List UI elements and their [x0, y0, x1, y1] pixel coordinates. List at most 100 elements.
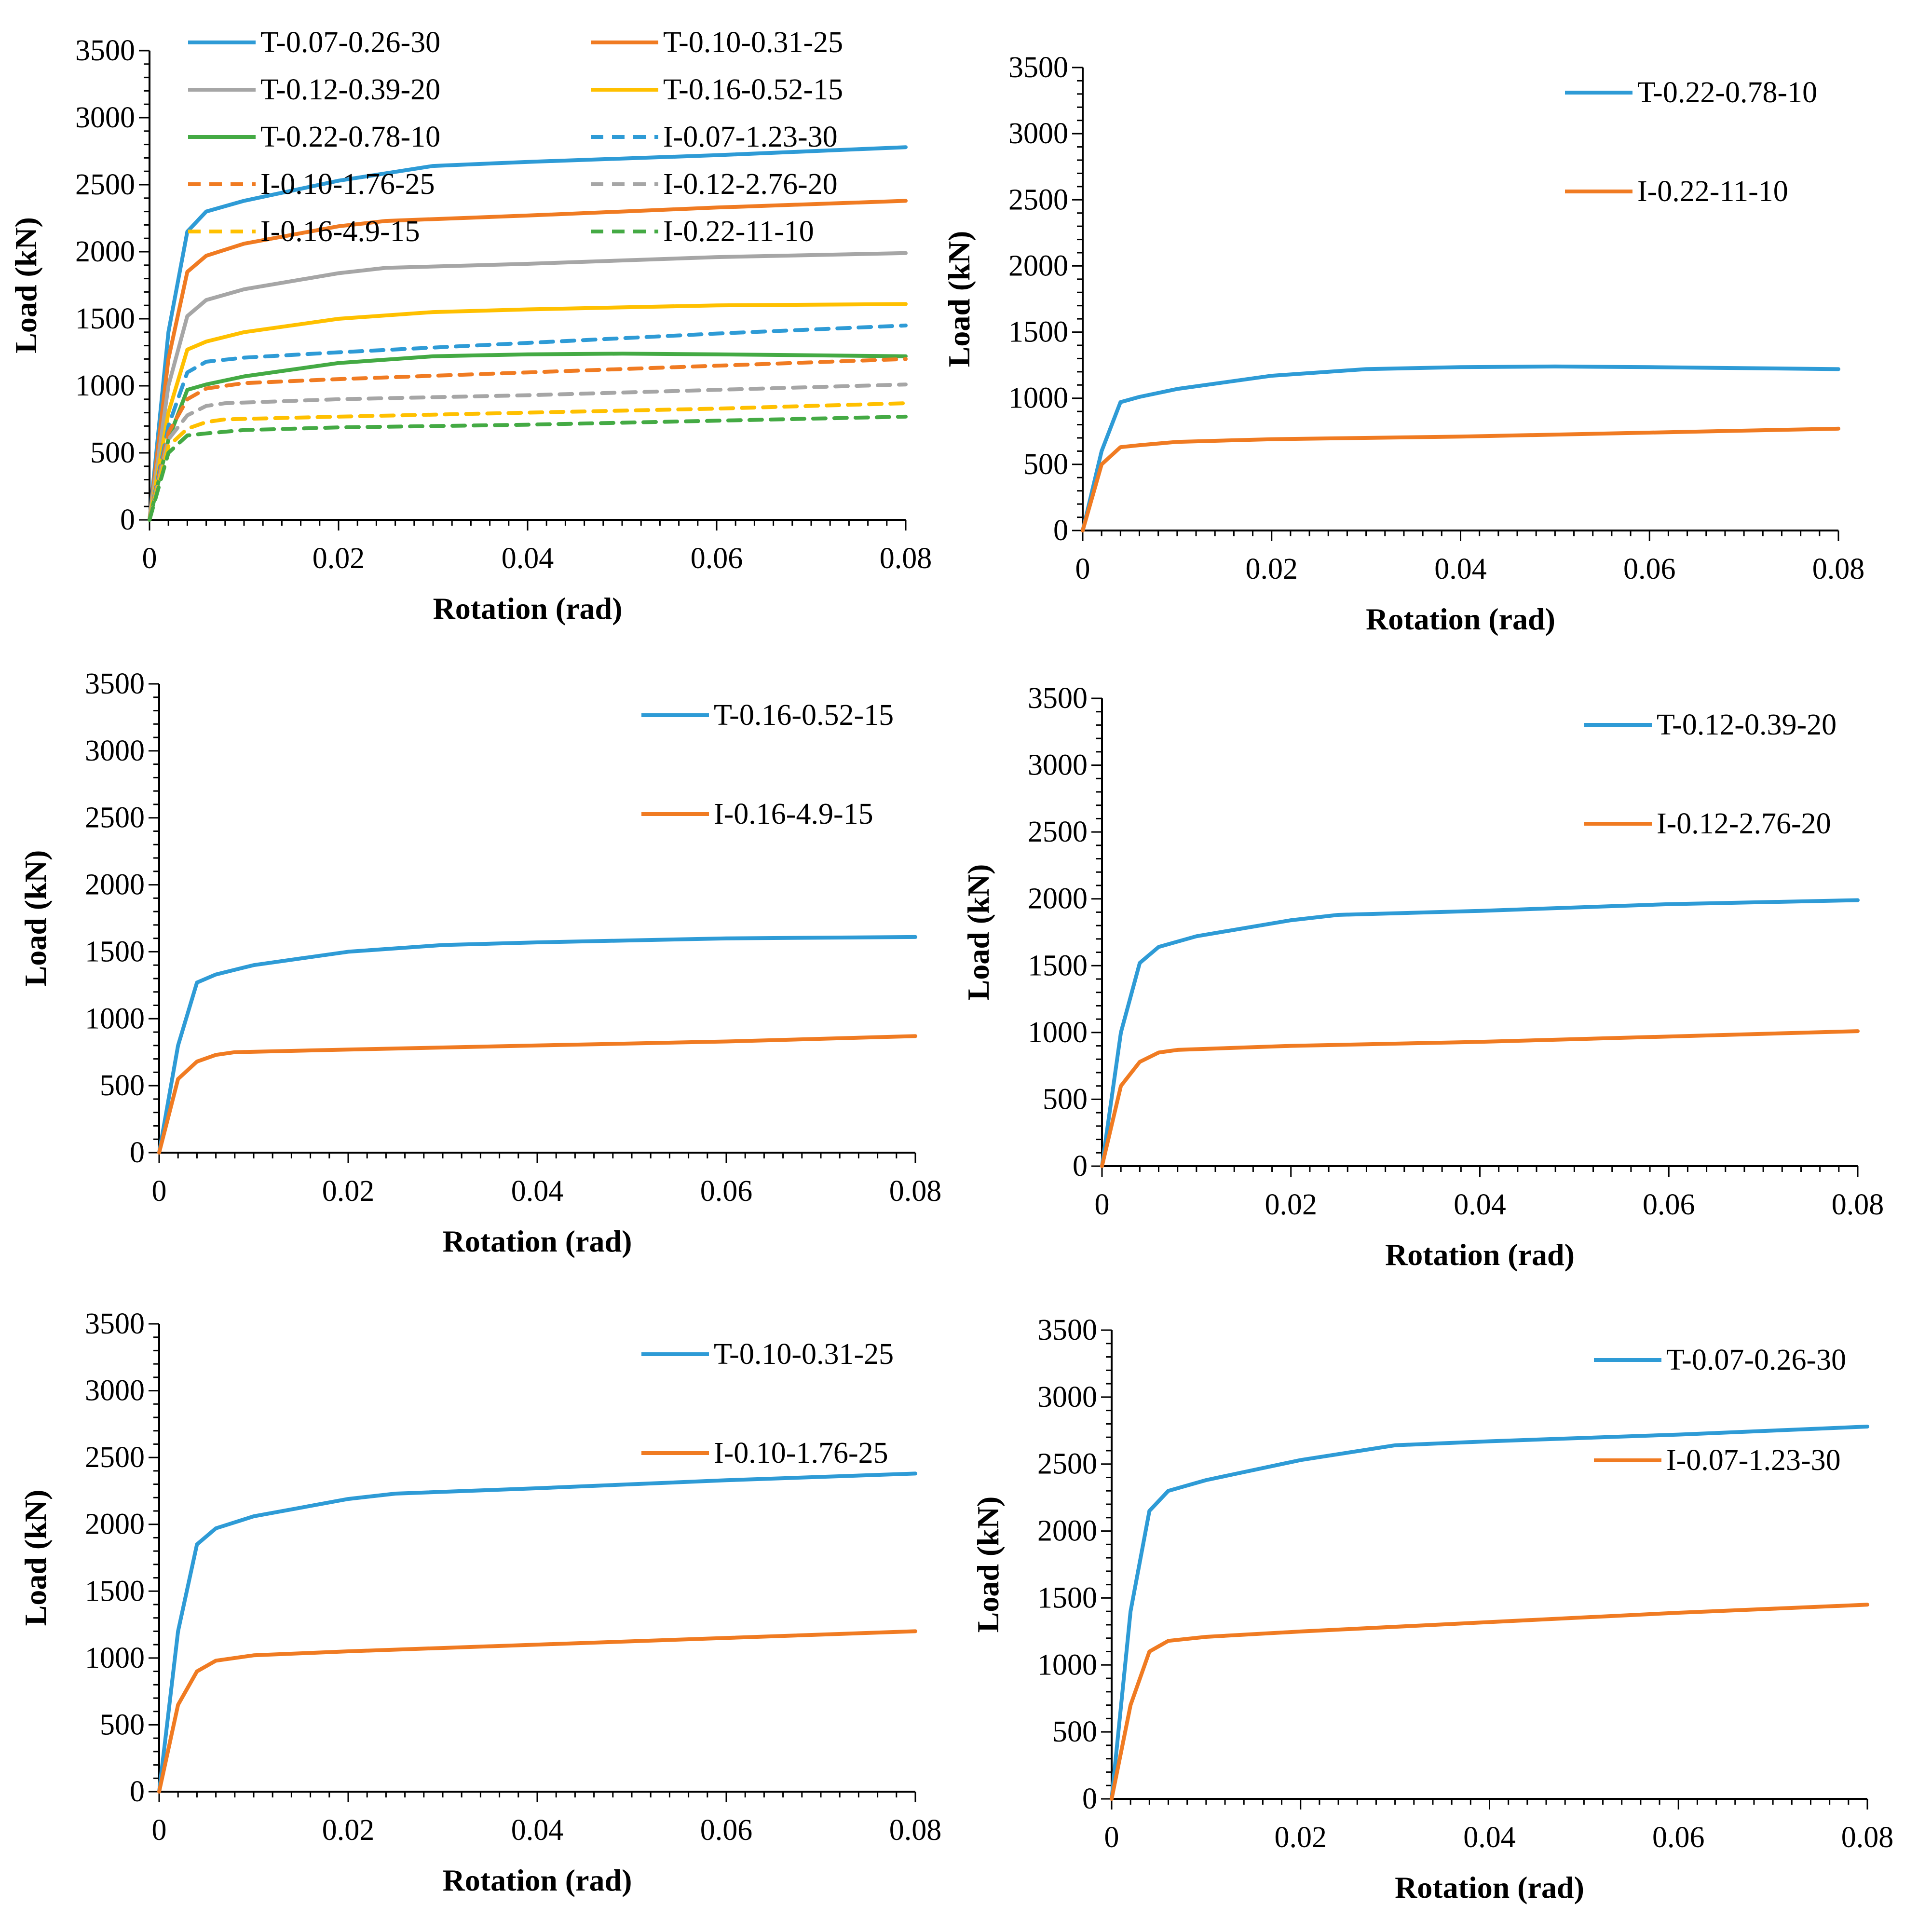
legend-label: T-0.12-0.39-20: [1657, 708, 1836, 741]
legend: T-0.07-0.26-30 T-0.10-0.31-25 T-0.12-0.39-…: [188, 26, 843, 248]
legend-label: T-0.10-0.31-25: [714, 1338, 894, 1371]
legend-label: T-0.07-0.26-30: [260, 26, 440, 59]
y-tick-label: 3000: [75, 101, 135, 134]
legend: T-0.16-0.52-15 I-0.16-4.9-15: [641, 699, 894, 830]
x-tick-label: 0.02: [313, 542, 365, 575]
series-line-T-0.12-0.39-20: [1100, 898, 1860, 1168]
y-tick-label: 0: [130, 1775, 145, 1808]
series-line-I-0.07-1.23-30: [1110, 1603, 1869, 1801]
legend-label: I-0.07-1.23-30: [1666, 1444, 1841, 1477]
y-tick-label: 1500: [85, 935, 145, 968]
y-tick-label: 1500: [1008, 316, 1068, 349]
x-axis-title: Rotation (rad): [443, 1224, 632, 1258]
y-tick-label: 500: [1023, 448, 1068, 481]
y-tick-label: 2000: [1028, 883, 1088, 915]
legend-label: T-0.07-0.26-30: [1666, 1344, 1846, 1376]
x-axis-title: Rotation (rad): [1395, 1870, 1584, 1905]
y-tick-label: 500: [1052, 1715, 1097, 1748]
y-tick-label: 2500: [85, 1441, 145, 1474]
series-line-I-0.12-2.76-20: [1100, 1029, 1860, 1168]
y-tick-label: 3000: [1008, 117, 1068, 150]
y-tick-label: 3500: [85, 667, 145, 700]
y-axis-title: Load (kN): [18, 1490, 53, 1626]
series-line-I-0.10-1.76-25: [148, 357, 908, 522]
y-tick-label: 3500: [1037, 1314, 1097, 1347]
y-tick-label: 2000: [75, 235, 135, 268]
legend-label: I-0.12-2.76-20: [663, 168, 838, 201]
legend-label: I-0.16-4.9-15: [714, 798, 873, 830]
y-tick-label: 1000: [75, 369, 135, 402]
x-axis-title: Rotation (rad): [443, 1863, 632, 1897]
y-tick-label: 2000: [85, 869, 145, 901]
chart-panel-top-right: 0 500 1000 1500 2000 2500 3000 3500 0 0.02 0.04 0.0…: [942, 51, 1864, 636]
y-tick-label: 3000: [1028, 749, 1088, 782]
x-tick-label: 0.06: [1643, 1188, 1695, 1221]
y-tick-label: 3500: [1028, 682, 1088, 715]
x-tick-label: 0.02: [1246, 553, 1298, 585]
y-tick-label: 1000: [1028, 1016, 1088, 1049]
y-tick-label: 500: [100, 1069, 145, 1102]
legend-label: T-0.22-0.78-10: [1637, 76, 1817, 109]
y-tick-label: 1500: [85, 1575, 145, 1607]
y-axis-title: Load (kN): [971, 1497, 1005, 1633]
y-tick-label: 500: [100, 1708, 145, 1741]
chart-panel-bottom-right: 0 500 1000 1500 2000 2500 3000 3500 0 0.02 0.04 0.0…: [971, 1314, 1893, 1905]
y-tick-label: 1500: [1028, 949, 1088, 982]
x-tick-label: 0.02: [1265, 1188, 1318, 1221]
legend-label: T-0.16-0.52-15: [663, 73, 843, 106]
series-line-I-0.22-11-10: [1081, 426, 1840, 532]
x-tick-label: 0.06: [700, 1175, 753, 1208]
y-axis-title: Load (kN): [9, 217, 43, 354]
y-axis-title: Load (kN): [18, 850, 53, 987]
series-line-T-0.16-0.52-15: [157, 935, 917, 1155]
x-tick-label: 0.08: [1812, 553, 1865, 585]
legend: T-0.10-0.31-25 I-0.10-1.76-25: [641, 1338, 894, 1469]
series-line-T-0.22-0.78-10: [148, 352, 908, 522]
y-tick-label: 3500: [1008, 51, 1068, 84]
y-tick-label: 0: [1082, 1782, 1097, 1815]
y-tick-label: 1500: [1037, 1581, 1097, 1614]
legend: T-0.07-0.26-30 I-0.07-1.23-30: [1594, 1344, 1846, 1477]
legend-label: I-0.10-1.76-25: [714, 1437, 888, 1469]
y-tick-label: 500: [90, 436, 135, 469]
x-axis-title: Rotation (rad): [1385, 1238, 1575, 1272]
y-tick-label: 2500: [1028, 816, 1088, 848]
x-tick-label: 0.04: [511, 1814, 564, 1847]
y-tick-label: 1500: [75, 302, 135, 335]
y-tick-label: 1000: [85, 1002, 145, 1035]
y-tick-label: 0: [1053, 514, 1068, 547]
y-tick-label: 2000: [85, 1508, 145, 1541]
y-tick-label: 1000: [85, 1642, 145, 1674]
y-axis-title: Load (kN): [942, 231, 976, 367]
series-line-I-0.07-1.23-30: [148, 323, 908, 522]
legend-label: I-0.22-11-10: [1637, 175, 1788, 208]
x-tick-label: 0.02: [322, 1175, 375, 1208]
x-tick-label: 0: [1095, 1188, 1110, 1221]
x-tick-label: 0.08: [880, 542, 932, 575]
series-line-T-0.12-0.39-20: [148, 251, 908, 522]
series-line-I-0.22-11-10: [148, 414, 908, 522]
legend-label: T-0.12-0.39-20: [260, 73, 440, 106]
y-tick-label: 1000: [1037, 1648, 1097, 1681]
legend-label: T-0.22-0.78-10: [260, 121, 440, 153]
y-tick-label: 1000: [1008, 382, 1068, 415]
legend-label: I-0.12-2.76-20: [1657, 807, 1831, 840]
series-line-T-0.22-0.78-10: [1081, 364, 1840, 532]
x-tick-label: 0.06: [691, 542, 743, 575]
x-tick-label: 0: [152, 1175, 167, 1208]
legend-label: I-0.10-1.76-25: [260, 168, 435, 201]
x-axis-title: Rotation (rad): [1366, 602, 1555, 636]
y-tick-label: 0: [1073, 1150, 1088, 1183]
y-tick-label: 3000: [85, 735, 145, 767]
x-tick-label: 0.08: [889, 1175, 942, 1208]
x-tick-label: 0.04: [1454, 1188, 1506, 1221]
series-line-I-0.16-4.9-15: [157, 1034, 917, 1155]
y-tick-label: 3500: [75, 34, 135, 67]
legend-label: T-0.16-0.52-15: [714, 699, 894, 732]
chart-panel-top-left: 0 500 1000 1500 2000 2500 3000 3500 0 0.02 0.04 0.0…: [9, 26, 932, 626]
series-line-T-0.07-0.26-30: [1110, 1425, 1869, 1801]
legend: T-0.22-0.78-10 I-0.22-11-10: [1565, 76, 1817, 208]
x-tick-label: 0: [142, 542, 157, 575]
x-tick-label: 0.02: [1275, 1821, 1327, 1854]
x-tick-label: 0.02: [322, 1814, 375, 1847]
